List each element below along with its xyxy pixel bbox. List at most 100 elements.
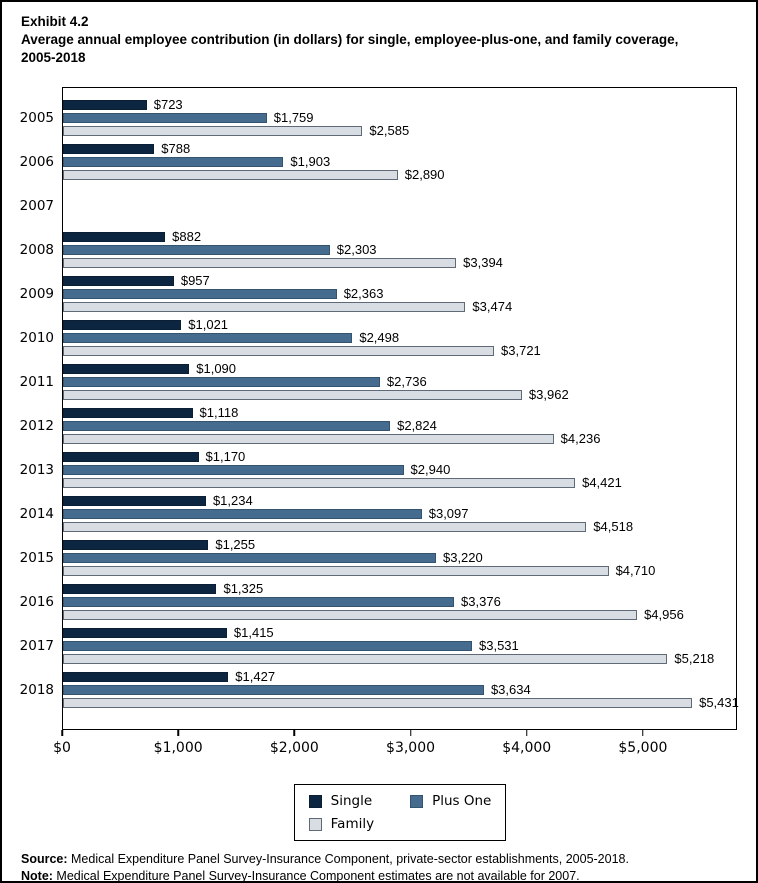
legend: Single Plus One Family [293,784,507,841]
bar-plus-one [63,112,267,123]
year-group-2016: $1,325 $3,376 $4,956 [63,581,736,626]
note-text: Medical Expenditure Panel Survey-Insuran… [52,869,580,883]
bar-row: $2,363 [63,286,736,301]
bar-row: $1,234 [63,493,736,508]
bar-family [63,125,363,136]
bar-plus-one [63,552,436,563]
bar-value-label: $3,634 [490,682,531,697]
legend-item-single: Single [308,793,374,809]
legend-row: Single Plus One Family [2,784,756,841]
x-tick [409,730,412,736]
bar-value-label: $1,234 [212,493,253,508]
year-label: 2012 [19,417,54,434]
year-group-2015: $1,255 $3,220 $4,710 [63,537,736,582]
bar-value-label: $5,431 [699,695,739,710]
year-group-2013: $1,170 $2,940 $4,421 [63,449,736,494]
plot-area: $723 $1,759 $2,585 $788 $1,903 $2,890 $882 $2,3… [62,87,739,730]
bar-value-label: $957 [180,273,210,288]
year-group-2006: $788 $1,903 $2,890 [63,141,736,186]
bar-value-label: $2,498 [359,330,400,345]
bar-single [63,539,209,550]
bar-value-label: $1,170 [205,449,246,464]
year-group-2017: $1,415 $3,531 $5,218 [63,625,736,670]
bar-value-label: $2,736 [386,374,427,389]
chart-title: Average annual employee contribution (in… [21,32,679,65]
year-group-2010: $1,021 $2,498 $3,721 [63,317,736,362]
source-label: Source: [21,852,68,866]
bar-row: $4,710 [63,563,736,578]
bar-single [63,143,155,154]
y-slot: 2008 [2,230,62,274]
y-axis-labels: 2005 2006 2007 2008 2009 2010 2011 2012 2013 2014… [2,87,62,766]
legend-label: Plus One [432,793,492,809]
y-slot: 2006 [2,142,62,186]
plus-one-swatch [410,794,424,808]
bar-row [63,199,736,212]
bar-row [63,186,736,199]
year-label: 2017 [19,637,54,654]
title-block: Exhibit 4.2 Average annual employee cont… [21,13,756,67]
legend-label: Single [330,793,373,809]
year-group-2008: $882 $2,303 $3,394 [63,229,736,274]
y-slot: 2010 [2,318,62,362]
bar-family [63,477,576,488]
bar-value-label: $3,376 [461,594,501,609]
bar-row: $2,736 [63,374,736,389]
legend-item-family: Family [308,816,374,832]
bar-row: $1,090 [63,361,736,376]
bar-row: $5,431 [63,695,739,710]
y-slot: 2013 [2,450,62,494]
bar-value-label: $2,363 [343,286,384,301]
bar-value-label: $4,956 [644,607,684,622]
year-group-2005: $723 $1,759 $2,585 [63,97,736,142]
year-group-2011: $1,090 $2,736 $3,962 [63,361,736,406]
bar-value-label: $3,721 [501,343,541,358]
bar-single [63,319,182,330]
bar-single [63,407,193,418]
bar-row: $4,518 [63,519,736,534]
bar-plus-one [63,684,484,695]
bar-row: $4,421 [63,475,736,490]
bar-value-label: $1,021 [188,317,229,332]
bar-single [63,495,206,506]
single-swatch [308,794,322,808]
bar-row: $4,956 [63,607,736,622]
x-tick-label: $2,000 [269,740,319,756]
bar-value-label: $1,118 [199,405,239,420]
x-tick [525,730,528,736]
source-text: Medical Expenditure Panel Survey-Insuran… [67,852,629,866]
bar-row: $3,394 [63,255,736,270]
x-tick-label: $4,000 [502,740,552,756]
bar-family [63,301,466,312]
year-label: 2016 [19,593,54,610]
bar-family [63,345,495,356]
bar-family [63,389,522,400]
bar-row: $3,962 [63,387,736,402]
year-group-2012: $1,118 $2,824 $4,236 [63,405,736,450]
bar-family [63,521,587,532]
bar-value-label: $1,427 [235,669,276,684]
y-slot: 2018 [2,670,62,714]
bar-value-label: $2,890 [404,167,445,182]
year-label: 2018 [19,681,54,698]
bar-row: $1,325 [63,581,736,596]
bar-row: $3,474 [63,299,736,314]
year-label: 2011 [19,373,54,390]
bar-value-label: $1,759 [273,110,314,125]
y-slot: 2007 [2,186,62,230]
bar-row: $2,940 [63,462,736,477]
x-axis: $0 $1,000 $2,000 $3,000 $4,000 $5,000 [53,730,737,766]
year-label: 2007 [19,197,54,214]
bar-value-label: $2,303 [336,242,377,257]
bar-plus-one [63,464,404,475]
bar-row: $3,097 [63,506,736,521]
bar-single [63,627,227,638]
x-tick [61,730,63,736]
bar-family [63,257,457,268]
bar-value-label: $2,585 [369,123,410,138]
bar-row: $2,824 [63,418,736,433]
bar-row: $957 [63,273,736,288]
bar-row: $3,634 [63,682,736,697]
x-tick-label: $5,000 [618,740,668,756]
bar-plus-one [63,288,337,299]
